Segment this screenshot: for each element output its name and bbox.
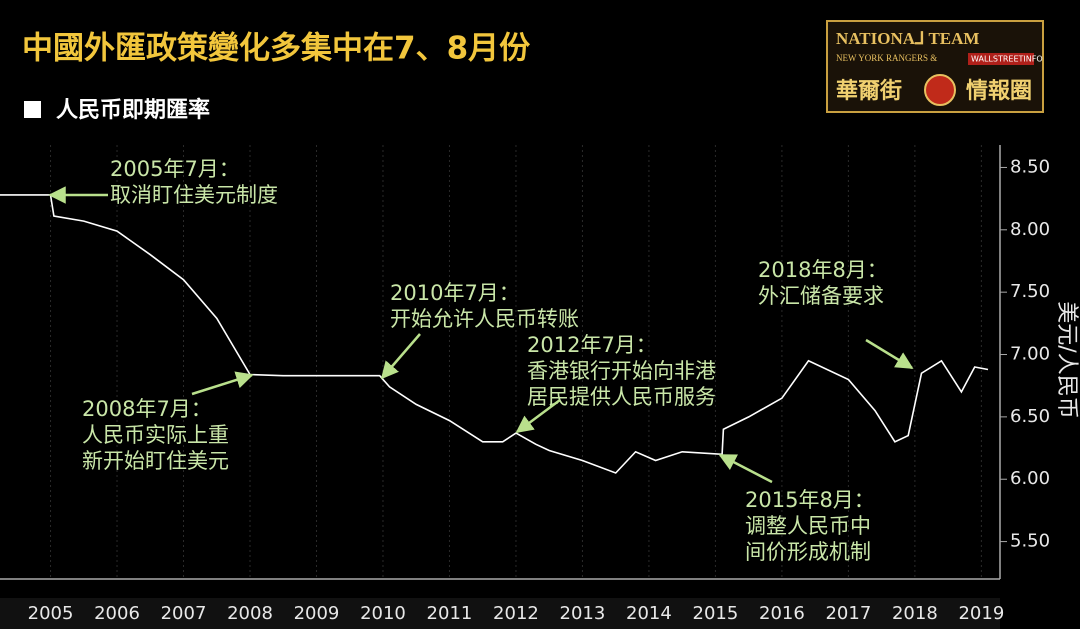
x-tick-label: 2008 xyxy=(227,603,273,624)
x-tick-label: 2019 xyxy=(958,603,1004,624)
logo-text: 情報圈 xyxy=(966,78,1032,104)
x-tick-label: 2016 xyxy=(759,603,805,624)
x-tick-label: 2007 xyxy=(161,603,207,624)
annotation-arrow xyxy=(718,453,773,484)
x-axis-band xyxy=(0,598,1000,629)
x-tick-label: 2010 xyxy=(360,603,406,624)
y-tick-label: 8.00 xyxy=(1010,219,1050,240)
logo-text: WALLSTREETINFO xyxy=(971,55,1043,64)
y-tick-label: 5.50 xyxy=(1010,531,1050,552)
series-line xyxy=(0,194,989,474)
annotation: 外汇储备要求 xyxy=(758,284,884,308)
annotation-arrow xyxy=(865,338,914,370)
annotation: 2012年7月： xyxy=(527,333,657,357)
annotation-arrow xyxy=(191,371,254,396)
annotation: 2018年8月： xyxy=(758,258,888,282)
annotation: 调整人民币中 xyxy=(745,514,871,538)
annotation: 新开始盯住美元 xyxy=(82,449,229,473)
logo-emblem xyxy=(924,74,956,106)
annotation-arrow xyxy=(380,333,421,380)
y-tick-label: 6.50 xyxy=(1010,406,1050,427)
x-tick-label: 2015 xyxy=(693,603,739,624)
annotation-arrow xyxy=(515,398,561,434)
x-tick-label: 2017 xyxy=(825,603,871,624)
x-tick-label: 2011 xyxy=(427,603,473,624)
y-axis-label: 美元/人民币 xyxy=(1054,301,1079,418)
x-tick-label: 2012 xyxy=(493,603,539,624)
annotation: 居民提供人民币服务 xyxy=(527,385,716,409)
chart-title: 中國外匯政策變化多集中在7、8月份 xyxy=(22,31,530,67)
annotation: 2008年7月： xyxy=(82,397,212,421)
x-tick-label: 2009 xyxy=(294,603,340,624)
y-tick-label: 7.00 xyxy=(1010,344,1050,365)
x-tick-label: 2005 xyxy=(28,603,74,624)
logo: NATIONA⅃ TEAM NEW YORK RANGERS & WALLSTR… xyxy=(826,20,1044,113)
logo-text: NATIONA⅃ TEAM xyxy=(836,29,979,48)
annotation: 香港银行开始向非港 xyxy=(527,359,716,383)
legend-swatch xyxy=(24,101,41,118)
annotation: 人民币实际上重 xyxy=(82,423,229,447)
annotation: 取消盯住美元制度 xyxy=(110,183,278,207)
x-tick-label: 2018 xyxy=(892,603,938,624)
x-tick-label: 2006 xyxy=(94,603,140,624)
x-tick-label: 2013 xyxy=(560,603,606,624)
x-tick-label: 2014 xyxy=(626,603,672,624)
y-tick-label: 7.50 xyxy=(1010,281,1050,302)
logo-text: NEW YORK RANGERS & xyxy=(836,53,937,63)
legend-label: 人民币即期匯率 xyxy=(56,97,210,123)
annotation: 2010年7月： xyxy=(390,281,520,305)
logo-text: 華爾街 xyxy=(836,78,902,104)
annotation: 开始允许人民币转账 xyxy=(390,307,579,331)
annotation: 间价形成机制 xyxy=(745,540,871,564)
logo-band xyxy=(968,53,1034,65)
y-tick-label: 6.00 xyxy=(1010,468,1050,489)
annotation: 2015年8月： xyxy=(745,488,875,512)
annotation: 2005年7月： xyxy=(110,157,240,181)
y-tick-label: 8.50 xyxy=(1010,156,1050,177)
